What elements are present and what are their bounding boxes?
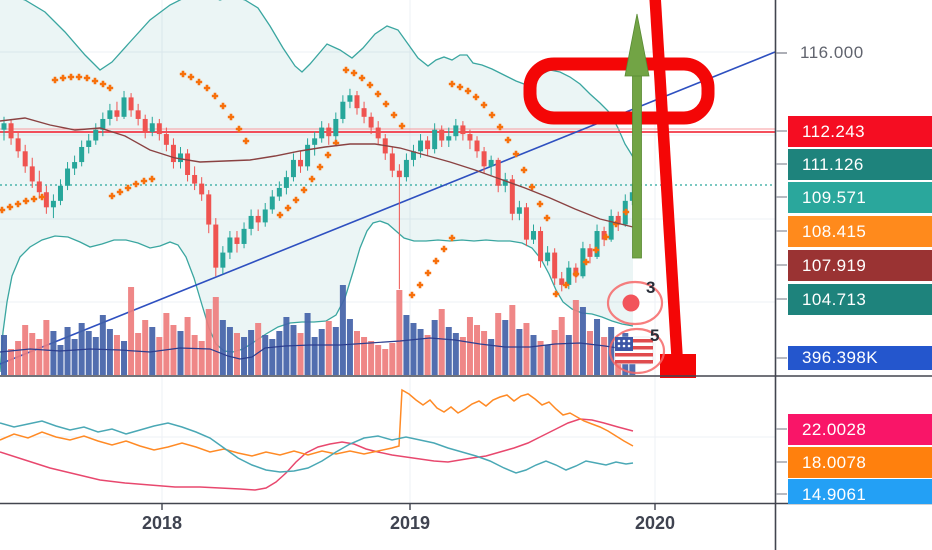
bollinger-upper-band <box>22 0 634 158</box>
price-axis-label: 107.919 <box>788 249 932 281</box>
volume-ma-line <box>0 337 646 360</box>
red-highlight-box[interactable] <box>523 57 715 125</box>
price-axis-label: 111.126 <box>788 148 932 180</box>
green-up-arrow-head[interactable] <box>624 13 650 77</box>
oscillator-line-pink <box>0 418 634 491</box>
main-price-panel <box>0 0 775 375</box>
us-flag-icon[interactable] <box>614 336 654 365</box>
event-badge-circle[interactable] <box>606 280 664 326</box>
green-up-arrow-stem[interactable] <box>632 73 642 259</box>
red-trendline-foot[interactable] <box>660 354 696 378</box>
price-axis-label: 109.571 <box>788 181 932 213</box>
price-axis-label: 14.9061 <box>788 478 932 504</box>
price-axis-label: 396.398K <box>788 346 932 370</box>
price-axis-label: 112.243 <box>788 115 932 147</box>
price-axis-label: 22.0028 <box>788 413 932 445</box>
dividend-dot-icon[interactable] <box>622 294 640 312</box>
price-axis-label: 108.415 <box>788 215 932 247</box>
event-badge-count[interactable]: 3 <box>646 278 656 297</box>
price-axis-label: 18.0078 <box>788 446 932 478</box>
event-badges[interactable] <box>606 280 666 375</box>
bollinger-lower-band <box>0 220 634 373</box>
sar-markers <box>0 66 630 299</box>
red-vertical-trendline[interactable] <box>649 0 683 357</box>
user-drawings[interactable] <box>523 0 715 378</box>
oscillator-panel <box>0 388 634 491</box>
price-axis-label: 104.713 <box>788 283 932 315</box>
event-badge-circle[interactable] <box>608 327 666 375</box>
candles <box>1 88 635 292</box>
oscillator-line-orange <box>0 388 634 457</box>
event-badge-count[interactable]: 5 <box>650 326 660 345</box>
price-axis-tick: 116.000 <box>800 43 864 62</box>
time-axis-year-label: 2020 <box>634 513 676 533</box>
bollinger-fill <box>0 0 633 372</box>
moving-average-line <box>0 117 634 228</box>
oscillator-line-teal <box>0 420 634 474</box>
time-axis-year-label: 2019 <box>389 513 431 533</box>
time-axis-year-label: 2018 <box>141 513 183 533</box>
